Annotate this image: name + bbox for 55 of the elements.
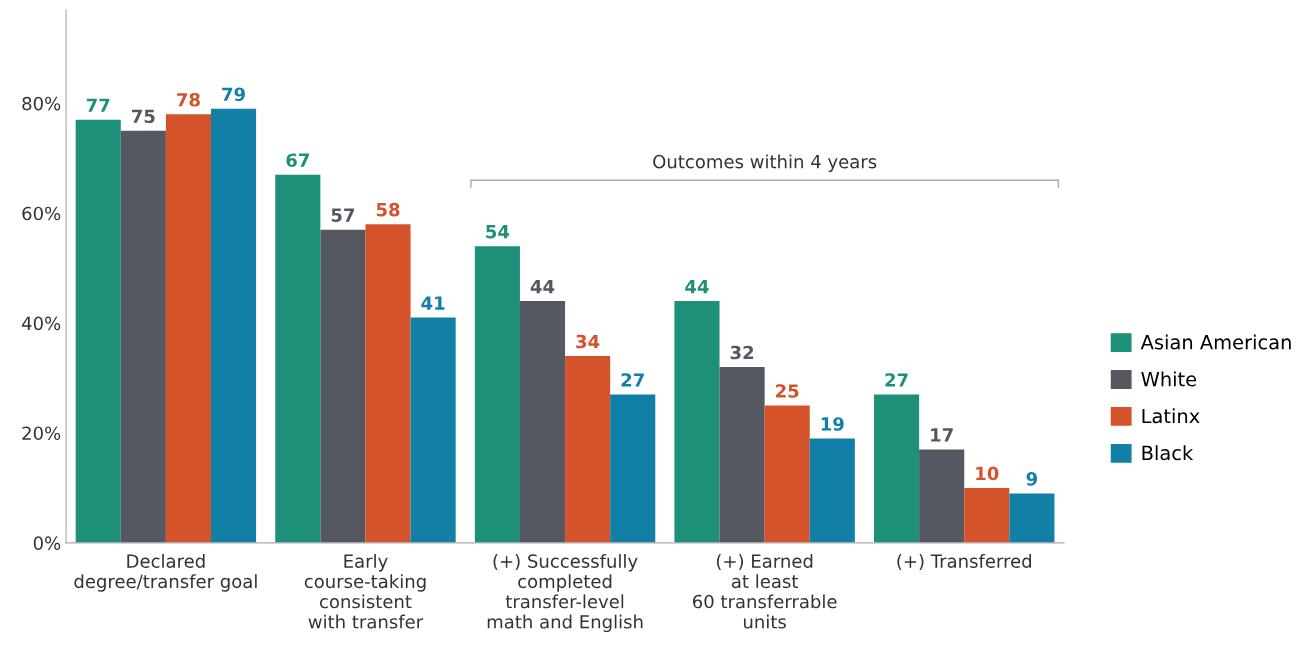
bar bbox=[809, 438, 855, 543]
data-label: 75 bbox=[131, 109, 155, 124]
bar bbox=[210, 108, 257, 543]
legend-label: Black bbox=[1142, 445, 1194, 461]
bar bbox=[1009, 493, 1055, 543]
x-tick-label: (+) Successfully completed transfer-level math and English bbox=[487, 553, 643, 633]
data-label: 78 bbox=[177, 92, 200, 107]
data-label: 67 bbox=[286, 153, 309, 168]
data-label: 9 bbox=[1026, 472, 1038, 486]
data-label: 10 bbox=[976, 466, 999, 481]
data-label: 58 bbox=[376, 202, 400, 217]
bar bbox=[719, 367, 765, 543]
data-label: 19 bbox=[821, 417, 844, 431]
data-label: 54 bbox=[486, 225, 510, 239]
bar bbox=[165, 114, 211, 543]
data-label: 25 bbox=[776, 384, 799, 398]
data-label: 17 bbox=[931, 428, 953, 442]
data-label: 77 bbox=[86, 98, 110, 112]
bar bbox=[519, 301, 566, 543]
legend-label: White bbox=[1141, 371, 1197, 387]
legend-label: Asian American bbox=[1140, 334, 1291, 350]
x-tick-label: Declared degree/transfer goal bbox=[74, 553, 257, 592]
bar bbox=[874, 394, 920, 543]
data-label: 44 bbox=[685, 280, 709, 294]
x-tick-label: Early course-taking consistent with transfer bbox=[304, 553, 426, 629]
data-label: 57 bbox=[331, 208, 355, 222]
bar bbox=[75, 119, 121, 543]
bar bbox=[474, 246, 520, 543]
y-tick-label: 0% bbox=[33, 536, 61, 550]
bar bbox=[764, 405, 810, 543]
legend-label: Latinx bbox=[1142, 408, 1200, 424]
data-label: 32 bbox=[730, 345, 754, 360]
x-tick-label: (+) Earned at least 60 transferrable units bbox=[693, 553, 837, 629]
data-label: 79 bbox=[222, 87, 245, 102]
y-tick-label: 80% bbox=[22, 96, 61, 111]
bar bbox=[565, 356, 611, 543]
data-label: 27 bbox=[885, 373, 908, 387]
data-label: 44 bbox=[530, 280, 555, 294]
data-label: 27 bbox=[621, 373, 644, 387]
bar bbox=[120, 130, 166, 543]
data-label: 34 bbox=[576, 334, 600, 349]
bar bbox=[320, 229, 366, 543]
y-tick-label: 40% bbox=[21, 316, 61, 331]
x-tick-label: (+) Transferred bbox=[897, 553, 1031, 571]
annotation: Outcomes within 4 years bbox=[653, 154, 877, 172]
bar bbox=[964, 487, 1010, 543]
bar bbox=[275, 174, 321, 543]
bar bbox=[365, 224, 411, 543]
y-tick-label: 20% bbox=[22, 426, 61, 441]
bar bbox=[610, 394, 656, 543]
bar bbox=[919, 449, 965, 543]
data-label: 41 bbox=[421, 296, 445, 310]
bar bbox=[410, 317, 456, 543]
y-tick-label: 60% bbox=[22, 206, 61, 221]
bar bbox=[674, 301, 720, 543]
